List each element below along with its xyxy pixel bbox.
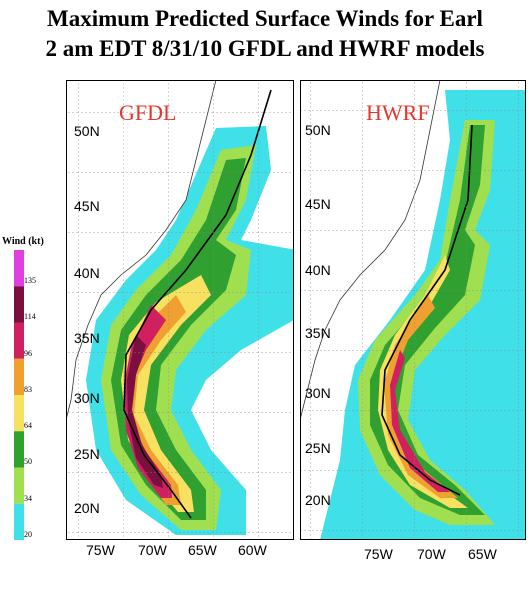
legend-color-swatch: [14, 467, 24, 504]
legend-color-swatch: [14, 431, 24, 468]
gfdl-lon-label: 65W: [188, 542, 217, 558]
map-title-line2: 2 am EDT 8/31/10 GFDL and HWRF models: [45, 36, 485, 61]
gfdl-lon-label: 70W: [138, 542, 167, 558]
legend-level-label: 34: [24, 493, 32, 503]
hwrf-lat-label: 30N: [305, 385, 331, 401]
legend-color-swatch: [14, 286, 24, 323]
gfdl-lat-label: 35N: [74, 330, 100, 346]
gfdl-lon-label: 75W: [86, 542, 115, 558]
hwrf-lat-label: 45N: [305, 196, 331, 212]
legend-color-swatch: [14, 250, 24, 287]
hwrf-lon-label: 70W: [417, 546, 446, 562]
legend-level-label: 135: [24, 276, 36, 285]
gfdl-lat-label: 45N: [74, 198, 100, 214]
hwrf-panel: [299, 79, 526, 540]
gfdl-lat-label: 40N: [74, 265, 100, 281]
gfdl-lat-label: 50N: [74, 123, 100, 139]
hwrf-model-label: HWRF: [366, 100, 430, 125]
gfdl-panel: [65, 79, 296, 540]
legend-title: Wind (kt): [2, 236, 44, 247]
legend-level-label: 83: [24, 384, 32, 394]
hwrf-lat-label: 50N: [305, 122, 331, 138]
hwrf-lon-label: 65W: [468, 546, 497, 562]
map-title-line1: Maximum Predicted Surface Winds for Earl: [47, 6, 483, 31]
gfdl-lat-label: 25N: [74, 446, 100, 462]
legend-colorbar: [14, 250, 24, 540]
hwrf-lon-label: 75W: [364, 546, 393, 562]
legend-level-label: 96: [24, 348, 32, 358]
legend-color-swatch: [14, 358, 24, 395]
gfdl-model-label: GFDL: [119, 100, 177, 125]
hwrf-lat-label: 40N: [305, 262, 331, 278]
gfdl-lon-label: 60W: [238, 542, 267, 558]
legend-level-label: 20: [24, 529, 32, 539]
hwrf-map: [299, 79, 526, 540]
legend-color-swatch: [14, 503, 24, 540]
legend-color-swatch: [14, 322, 24, 359]
hwrf-lat-label: 35N: [305, 325, 331, 341]
legend-level-label: 64: [24, 421, 32, 430]
hwrf-lat-label: 20N: [305, 492, 331, 508]
legend-level-label: 114: [24, 312, 36, 322]
legend-color-swatch: [14, 395, 24, 432]
legend-level-label: 50: [24, 457, 32, 467]
gfdl-lat-label: 20N: [74, 500, 100, 516]
hwrf-lat-label: 25N: [305, 440, 331, 456]
gfdl-lat-label: 30N: [74, 390, 100, 406]
gfdl-map: [65, 79, 296, 540]
